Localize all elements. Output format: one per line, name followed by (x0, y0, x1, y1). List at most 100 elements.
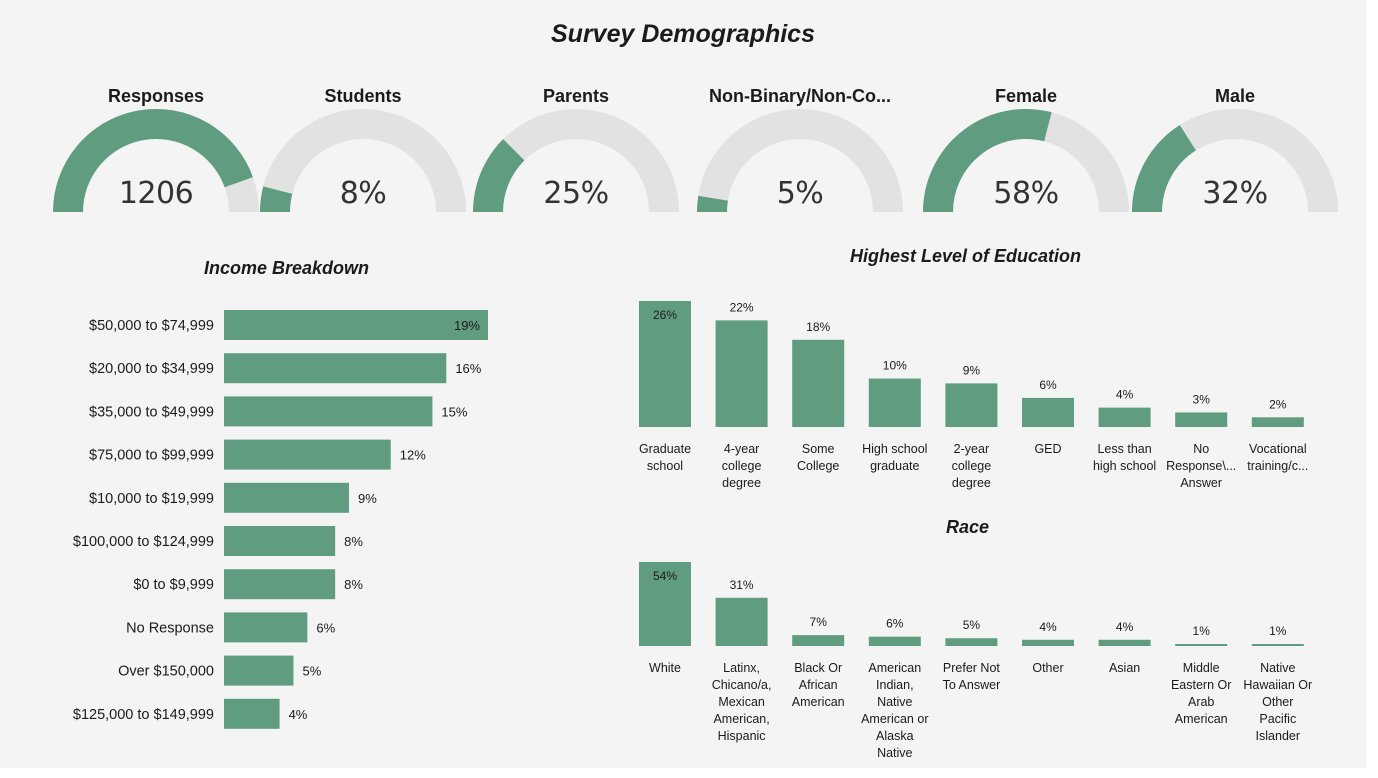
education-bar[interactable] (945, 383, 998, 427)
race-category-label: Latinx, Chicano/a, Mexican American, Hispani… (712, 661, 772, 743)
gauge-female[interactable]: Female 58% (916, 80, 1136, 220)
income-bar-chart: $50,000 to $74,999 19% $20,000 to $34,999 1… (73, 310, 488, 729)
education-data-label: 4% (1116, 388, 1134, 402)
education-bar[interactable] (639, 301, 691, 427)
education-bar[interactable] (792, 339, 845, 427)
education-bar[interactable] (715, 320, 768, 427)
income-data-label: 6% (316, 620, 335, 635)
education-data-label: 22% (730, 300, 754, 314)
gauge-students[interactable]: Students 8% (253, 80, 473, 220)
gauge-title: Male (1214, 86, 1256, 106)
income-data-label: 8% (344, 577, 363, 592)
dashboard: Survey Demographics Responses 1206 Stude… (0, 0, 1366, 768)
race-data-label: 6% (886, 617, 904, 631)
income-category-label: $35,000 to $49,999 (89, 404, 214, 420)
income-bar[interactable] (224, 612, 308, 643)
education-category-label: Some College (797, 442, 839, 473)
income-data-label: 4% (289, 707, 308, 722)
gauge-non-binary[interactable]: Non-Binary/Non-Co... 5% (690, 80, 910, 220)
race-category-label: Black Or African American (792, 661, 845, 709)
gauge-male[interactable]: Male 32% (1125, 80, 1345, 220)
race-data-label: 7% (810, 615, 828, 629)
income-bar[interactable] (224, 698, 280, 729)
income-data-label: 12% (400, 448, 426, 463)
gauge-arc (473, 109, 679, 213)
race-bar[interactable] (1022, 639, 1074, 646)
income-data-label: 19% (454, 318, 480, 333)
income-category-label: $125,000 to $149,999 (73, 707, 214, 723)
education-category-label: Less than high school (1093, 442, 1156, 473)
gauge-value: 25% (543, 176, 609, 211)
education-data-label: 18% (806, 320, 830, 334)
gauge-value: 8% (339, 176, 387, 211)
income-category-label: $0 to $9,999 (133, 577, 214, 593)
income-data-label: 15% (441, 404, 467, 419)
education-data-label: 26% (653, 308, 677, 322)
race-data-label: 1% (1269, 624, 1287, 638)
income-category-label: $75,000 to $99,999 (89, 448, 214, 464)
race-chart-title: Race (946, 517, 990, 537)
race-bar[interactable] (715, 597, 768, 646)
education-data-label: 2% (1269, 397, 1287, 411)
gauge-title: Non-Binary/Non-Co... (709, 86, 891, 106)
income-bar[interactable] (224, 353, 447, 384)
gauge-arc (696, 109, 903, 213)
education-bar[interactable] (868, 378, 921, 427)
race-bar[interactable] (639, 562, 691, 646)
education-bar-chart: 26% Graduate school 22% 4-year college degree 1… (639, 300, 1308, 490)
income-bar[interactable] (224, 655, 294, 686)
income-bar[interactable] (224, 569, 336, 600)
education-bar[interactable] (1175, 412, 1228, 427)
race-category-label: American Indian, Native American or Alaska Na… (861, 661, 928, 760)
gauge-value: 58% (993, 176, 1059, 211)
income-data-label: 5% (302, 664, 321, 679)
gauge-fill (473, 139, 525, 213)
education-data-label: 6% (1039, 378, 1057, 392)
gauge-fill (1132, 125, 1197, 213)
education-category-label: GED (1034, 442, 1061, 456)
race-bar[interactable] (868, 636, 921, 646)
race-bar[interactable] (945, 638, 998, 646)
gauge-fill (259, 186, 293, 213)
gauge-title: Responses (107, 86, 205, 106)
gauge-value: 1206 (118, 176, 194, 211)
income-bar[interactable] (224, 310, 488, 340)
gauge-parents[interactable]: Parents 25% (466, 80, 686, 220)
education-bar[interactable] (1251, 417, 1304, 427)
race-data-label: 1% (1193, 624, 1211, 638)
income-category-label: $10,000 to $19,999 (89, 491, 214, 507)
race-bar[interactable] (1175, 644, 1228, 646)
race-category-label: Other (1032, 661, 1063, 675)
gauge-responses[interactable]: Responses 1206 (46, 80, 266, 220)
education-bar[interactable] (1098, 407, 1151, 427)
race-category-label: White (649, 661, 681, 675)
income-bar[interactable] (224, 439, 391, 470)
income-bar[interactable] (224, 526, 336, 556)
page-title: Survey Demographics (551, 20, 815, 48)
education-category-label: 4-year college degree (722, 442, 762, 490)
income-data-label: 9% (358, 491, 377, 506)
income-category-label: No Response (126, 620, 214, 636)
gauge-title: Students (324, 86, 402, 106)
education-category-label: Vocational training/c... (1247, 442, 1308, 473)
education-category-label: 2-year college degree (952, 442, 992, 490)
income-category-label: $100,000 to $124,999 (73, 534, 214, 550)
income-category-label: $20,000 to $34,999 (89, 361, 214, 377)
race-bar[interactable] (1251, 644, 1304, 646)
income-category-label: Over $150,000 (118, 664, 214, 680)
education-data-label: 9% (963, 363, 981, 377)
gauge-fill (923, 109, 1052, 213)
gauge-arc (923, 109, 1129, 213)
gauge-title: Female (994, 86, 1058, 106)
gauge-track (697, 109, 903, 213)
income-bar[interactable] (224, 396, 433, 427)
race-bar-chart: 54% White 31% Latinx, Chicano/a, Mexican Ameri… (639, 562, 1312, 760)
race-bar[interactable] (792, 635, 845, 646)
race-data-label: 4% (1039, 620, 1057, 634)
race-bar[interactable] (1098, 639, 1151, 646)
education-bar[interactable] (1022, 397, 1074, 427)
income-category-label: $50,000 to $74,999 (89, 318, 214, 334)
race-data-label: 54% (653, 569, 677, 583)
gauge-arc (1132, 109, 1338, 213)
income-bar[interactable] (224, 482, 350, 513)
